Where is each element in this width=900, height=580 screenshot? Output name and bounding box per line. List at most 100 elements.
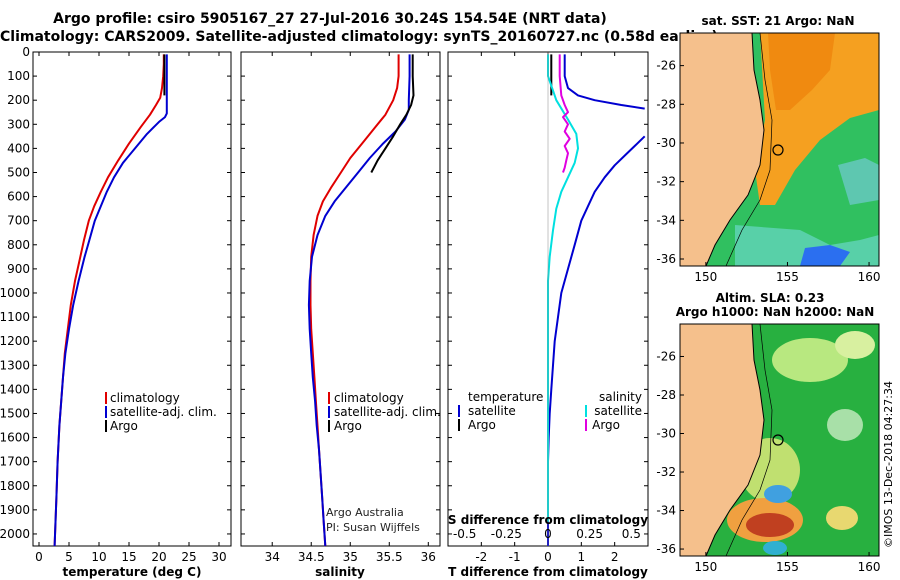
x-tick-label: 34.5 bbox=[298, 550, 325, 564]
map-x-tick-label: 160 bbox=[858, 560, 881, 574]
secondary-x-tick-label: -0.25 bbox=[491, 527, 522, 541]
temperature-series bbox=[53, 54, 168, 547]
legend-label-climatology: climatology bbox=[334, 391, 404, 405]
map-x-tick-label: 160 bbox=[858, 270, 881, 284]
sst-land bbox=[680, 33, 764, 266]
x-tick-label: 30 bbox=[211, 550, 226, 564]
map-y-tick-label: -28 bbox=[656, 97, 676, 111]
legend-label-argo: Argo bbox=[334, 419, 362, 433]
y-tick-label: 900 bbox=[7, 262, 30, 276]
y-tick-label: 1700 bbox=[0, 455, 30, 469]
series-line-t-satellite bbox=[563, 54, 645, 110]
x-tick-label: 15 bbox=[121, 550, 136, 564]
sst-coastline bbox=[705, 32, 765, 267]
difference-legend: temperature satellite Argo salinity sate… bbox=[458, 390, 642, 432]
secondary-x-tick-label: -0.5 bbox=[453, 527, 476, 541]
map-x-tick-label: 155 bbox=[776, 560, 799, 574]
y-tick-label: 1000 bbox=[0, 286, 30, 300]
legend-label-t-argo: Argo bbox=[468, 418, 496, 432]
map-y-tick-label: -26 bbox=[656, 59, 676, 73]
sla-blob bbox=[772, 338, 848, 382]
sst-cool-east bbox=[838, 158, 879, 205]
legend-label-argo: Argo bbox=[110, 419, 138, 433]
temperature-y-ticks: 0 100 200 300 400 500 600 700 800 900 1000 1100 1200… bbox=[0, 45, 231, 541]
sla-coastline bbox=[705, 323, 765, 557]
y-tick-label: 200 bbox=[7, 93, 30, 107]
map-x-tick-label: 150 bbox=[694, 270, 717, 284]
y-tick-label: 400 bbox=[7, 141, 30, 155]
y-tick-label: 300 bbox=[7, 117, 30, 131]
sla-isobath bbox=[725, 323, 773, 557]
sla-map: Altim. SLA: 0.23 Argo h1000: NaN h2000: … bbox=[656, 291, 880, 574]
legend-label-satellite: satellite-adj. clim. bbox=[110, 405, 217, 419]
y-tick-label: 1400 bbox=[0, 382, 30, 396]
secondary-x-tick-label: 0 bbox=[544, 527, 552, 541]
y-tick-label: 800 bbox=[7, 238, 30, 252]
legend-title-temperature: temperature bbox=[468, 390, 543, 404]
y-tick-label: 1800 bbox=[0, 479, 30, 493]
legend-title-salinity: salinity bbox=[599, 390, 642, 404]
map-y-tick-label: -30 bbox=[656, 427, 676, 441]
salinity-axes-frame bbox=[240, 51, 441, 547]
x-tick-label: -1 bbox=[509, 550, 521, 564]
temperature-panel: 0100200300400500600700800900100011001200… bbox=[0, 45, 232, 579]
map-y-tick-label: -36 bbox=[656, 252, 676, 266]
sst-isobath bbox=[725, 32, 773, 267]
map-y-tick-label: -34 bbox=[656, 213, 676, 227]
y-tick-label: 1200 bbox=[0, 334, 30, 348]
sla-blob bbox=[835, 331, 875, 359]
map-y-tick-label: -26 bbox=[656, 349, 676, 363]
sst-map: sat. SST: 21 Argo: NaN 150 155 160 -26 -28 -3… bbox=[656, 14, 880, 284]
credit-pi: PI: Susan Wijffels bbox=[326, 521, 420, 534]
y-tick-label: 0 bbox=[22, 45, 30, 59]
sla-map-title-line2: Argo h1000: NaN h2000: NaN bbox=[676, 305, 875, 319]
series-line-s-argo bbox=[558, 54, 571, 173]
legend-label-satellite: satellite-adj. clim. bbox=[334, 405, 441, 419]
map-y-tick-label: -36 bbox=[656, 542, 676, 556]
difference-panel: -2 -1 0 1 2 temperature satellite Argo salin… bbox=[447, 51, 649, 579]
x-tick-label: 36 bbox=[421, 550, 436, 564]
secondary-x-tick-label: 0.25 bbox=[576, 527, 603, 541]
y-tick-label: 700 bbox=[7, 214, 30, 228]
sst-map-ticks: 150 155 160 -26 -28 -30 -32 -34 -36 bbox=[656, 59, 880, 284]
map-y-tick-label: -30 bbox=[656, 136, 676, 150]
x-tick-label: 10 bbox=[91, 550, 106, 564]
difference-secondary-x-ticks: -0.5 -0.25 0 0.25 0.5 bbox=[453, 527, 641, 541]
difference-x-label: T difference from climatology bbox=[448, 565, 648, 579]
legend-label-s-argo: Argo bbox=[592, 418, 620, 432]
sst-map-title: sat. SST: 21 Argo: NaN bbox=[701, 14, 854, 28]
imos-watermark: ©IMOS 13-Dec-2018 04:27:34 bbox=[882, 381, 895, 548]
salinity-x-label: salinity bbox=[315, 565, 365, 579]
x-tick-label: -2 bbox=[475, 550, 487, 564]
secondary-x-tick-label: 0.5 bbox=[622, 527, 641, 541]
temperature-x-ticks: 0 5 10 15 20 25 30 bbox=[35, 52, 227, 564]
sla-low-anomaly bbox=[763, 541, 787, 555]
legend-label-climatology: climatology bbox=[110, 391, 180, 405]
y-tick-label: 1300 bbox=[0, 358, 30, 372]
credit-argo-australia: Argo Australia bbox=[326, 506, 404, 519]
salinity-y-ticks bbox=[241, 51, 440, 535]
salinity-legend: climatology satellite-adj. clim. Argo bbox=[328, 391, 441, 433]
y-tick-label: 2000 bbox=[0, 527, 30, 541]
sla-high-anomaly bbox=[746, 513, 794, 537]
sla-blob bbox=[826, 506, 858, 530]
sla-land bbox=[680, 324, 764, 556]
series-line-satellite-adj-clim- bbox=[53, 54, 168, 547]
sla-map-title-line1: Altim. SLA: 0.23 bbox=[716, 291, 825, 305]
map-y-tick-label: -32 bbox=[656, 175, 676, 189]
sla-map-frame bbox=[679, 323, 880, 557]
y-tick-label: 1600 bbox=[0, 431, 30, 445]
map-y-tick-label: -32 bbox=[656, 465, 676, 479]
map-x-tick-label: 150 bbox=[694, 560, 717, 574]
y-tick-label: 600 bbox=[7, 190, 30, 204]
series-line-argo bbox=[370, 54, 415, 173]
sst-map-frame bbox=[679, 32, 880, 267]
map-x-tick-label: 155 bbox=[776, 270, 799, 284]
y-tick-label: 500 bbox=[7, 165, 30, 179]
x-tick-label: 35.5 bbox=[376, 550, 403, 564]
temperature-x-label: temperature (deg C) bbox=[63, 565, 202, 579]
legend-label-s-satellite: satellite bbox=[594, 404, 642, 418]
x-tick-label: 34 bbox=[265, 550, 280, 564]
difference-secondary-x-label: S difference from climatology bbox=[448, 513, 648, 527]
